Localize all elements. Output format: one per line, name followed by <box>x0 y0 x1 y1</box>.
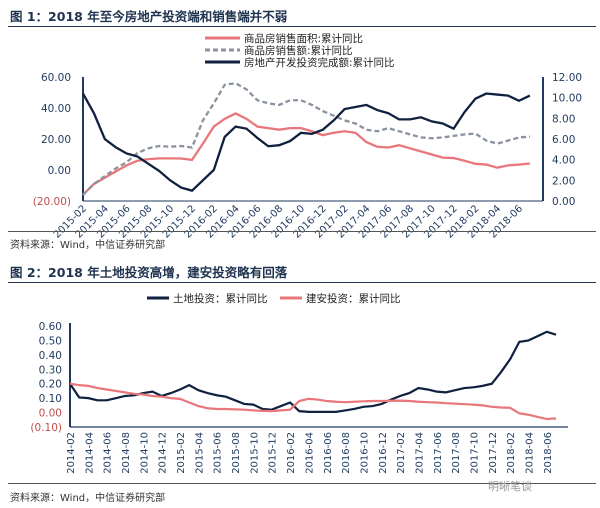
x-tick-label: 2015-08 <box>231 432 242 474</box>
y-tick-label: 0.40 <box>39 350 62 362</box>
x-tick-label: 2014-10 <box>139 432 150 474</box>
chart1-title-rule <box>8 26 596 27</box>
right-tick-label: 10.00 <box>552 93 582 105</box>
watermark: 明晰笔谈 <box>488 480 532 493</box>
right-tick-label: 4.00 <box>552 155 575 167</box>
y-tick-label: 0.60 <box>39 321 62 333</box>
x-tick-label: 2016-12 <box>378 432 389 474</box>
chart2-bottom-rule <box>8 483 596 484</box>
left-tick-label: (20.00) <box>33 196 71 208</box>
x-tick-label: 2018-02 <box>506 432 517 474</box>
right-tick-label: 8.00 <box>552 113 575 125</box>
chart1: 60.00 40.00 20.00 0.00 (20.00) 12.00 10.00 8.00… <box>33 32 582 241</box>
right-tick-label: 2.00 <box>552 175 575 187</box>
x-tick-label: 2016-08 <box>341 432 352 474</box>
x-tick-label: 2018-04 <box>525 432 536 474</box>
y-tick-label: (0.10) <box>30 422 62 434</box>
legend-label-1: 商品房销售额:累计同比 <box>244 44 353 57</box>
y-tick-label: 0.30 <box>39 364 62 376</box>
x-tick-label: 2014-02 <box>66 432 77 474</box>
x-tick-label: 2014-12 <box>158 432 169 474</box>
x-tick-label: 2017-02 <box>396 432 407 474</box>
legend-label-1: 建安投资：累计同比 <box>306 292 401 305</box>
series-line-0 <box>69 330 557 413</box>
x-tick-label: 2018-06 <box>543 432 554 474</box>
x-tick-label: 2016-06 <box>323 432 334 474</box>
x-tick-label: 2015-02 <box>176 432 187 474</box>
right-tick-label: 6.00 <box>552 134 575 146</box>
x-tick-label: 2014-06 <box>103 432 114 474</box>
left-tick-label: 40.00 <box>41 103 71 115</box>
series-line-1 <box>69 382 557 421</box>
x-tick-label: 2014-04 <box>84 432 95 474</box>
left-tick-label: 60.00 <box>41 72 71 84</box>
x-tick-label: 2015-10 <box>249 432 260 474</box>
x-tick-label: 2014-08 <box>121 432 132 474</box>
legend-label-0: 商品房销售面积:累计同比 <box>244 32 363 45</box>
x-tick-label: 2015-12 <box>268 432 279 474</box>
x-tick-label: 2015-06 <box>213 432 224 474</box>
series-line-0 <box>82 112 531 196</box>
legend-label-2: 房地产开发投资完成额:累计同比 <box>244 56 395 69</box>
chart1-bottom-rule <box>8 231 596 232</box>
y-tick-label: 0.10 <box>39 393 62 405</box>
right-tick-label: 12.00 <box>552 72 582 84</box>
x-tick-label: 2016-04 <box>304 432 315 474</box>
chart1-source: 资料来源：Wind，中信证券研究部 <box>10 240 166 251</box>
x-tick-label: 2016-10 <box>359 432 370 474</box>
x-tick-label: 2017-06 <box>433 432 444 474</box>
x-tick-label: 2017-12 <box>488 432 499 474</box>
left-tick-label: 0.00 <box>48 165 71 177</box>
right-tick-label: 0.00 <box>552 196 575 208</box>
x-tick-label: 2017-10 <box>469 432 480 474</box>
chart1-title: 图 1：2018 年至今房地产投资端和销售端并不弱 <box>10 9 288 24</box>
y-tick-label: 0.20 <box>39 379 62 391</box>
series-line-1 <box>82 82 530 196</box>
y-tick-label: 0.00 <box>39 408 62 420</box>
chart2-title-rule <box>8 282 596 283</box>
x-tick-label: 2017-08 <box>451 432 462 474</box>
left-tick-label: 20.00 <box>41 134 71 146</box>
chart2-source: 资料来源：Wind，中信证券研究部 <box>10 493 166 504</box>
y-tick-label: 0.50 <box>39 335 62 347</box>
chart2-title: 图 2：2018 年土地投资高增，建安投资略有回落 <box>10 265 288 280</box>
x-tick-label: 2017-04 <box>414 432 425 474</box>
legend-label-0: 土地投资：累计同比 <box>173 292 268 305</box>
series-line-2 <box>81 92 531 192</box>
chart2: 0.60 0.50 0.40 0.30 0.20 0.10 0.00 (0.10) 2014-0… <box>30 292 568 474</box>
x-tick-label: 2015-04 <box>194 432 205 474</box>
x-tick-label: 2016-02 <box>286 432 297 474</box>
